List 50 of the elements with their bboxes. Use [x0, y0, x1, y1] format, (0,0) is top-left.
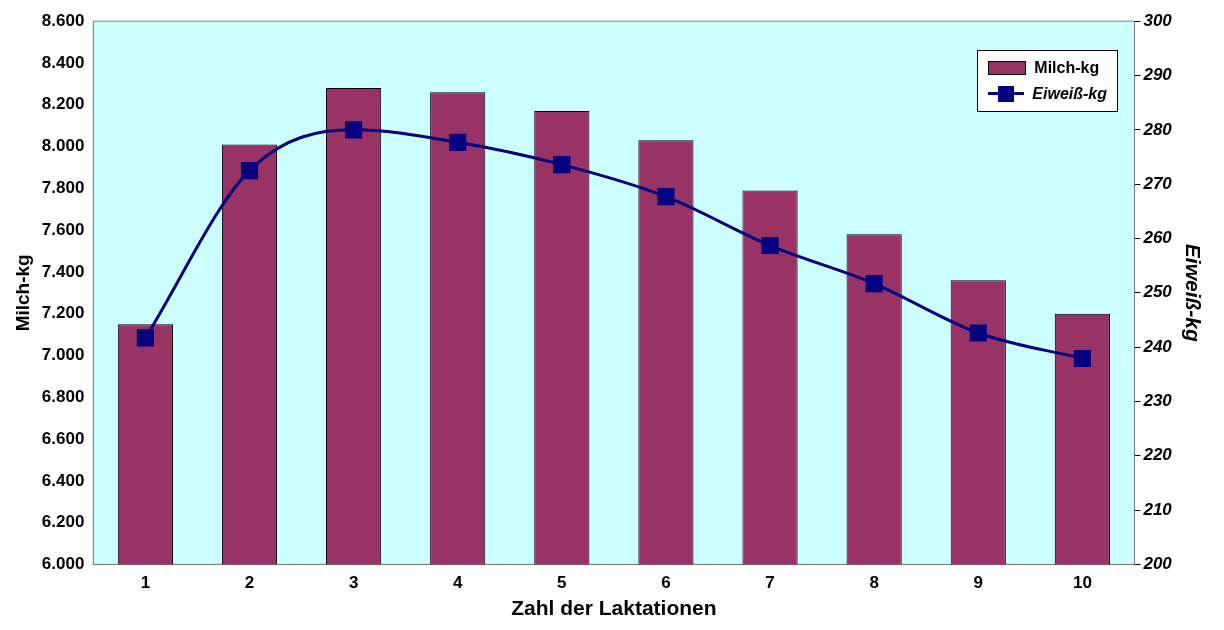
y-tick-label: 7.800	[41, 178, 85, 198]
y2-tick-label: 290	[1142, 65, 1173, 85]
y-tick-label: 8.000	[41, 136, 85, 156]
y2-tick-label: 210	[1142, 499, 1173, 519]
x-tick-label: 1	[140, 573, 151, 593]
point	[657, 188, 675, 206]
x-tick-label: 5	[557, 573, 567, 593]
y2-tick-label: 280	[1142, 119, 1173, 139]
point	[553, 156, 571, 174]
y-tick-label: 6.200	[41, 512, 85, 532]
point	[240, 162, 259, 180]
point	[969, 324, 987, 342]
y-tick-label: 7.400	[41, 261, 85, 281]
x-tick-label: 10	[1072, 573, 1092, 593]
y-tick-label: 6.600	[41, 428, 85, 448]
legend-label: Milch-kg	[1034, 59, 1100, 77]
x-tick-label: 6	[661, 573, 671, 593]
y-tick-label: 6.400	[41, 470, 85, 490]
point	[136, 329, 154, 347]
y2-tick-label: 250	[1142, 282, 1173, 302]
point	[345, 121, 363, 139]
y-tick-label: 6.000	[41, 554, 85, 574]
point	[449, 133, 467, 151]
x-tick-label: 2	[244, 573, 255, 593]
y2-tick-label: 230	[1142, 391, 1173, 411]
x-tick-label: 9	[973, 573, 984, 593]
legend-label: Eiweiß-kg	[1032, 85, 1107, 103]
y2-tick-label: 240	[1142, 336, 1173, 356]
point	[761, 236, 779, 255]
x-tick-label: 8	[869, 573, 879, 593]
y2-tick-label: 300	[1143, 10, 1173, 30]
y-tick-label: 6.800	[41, 386, 85, 406]
x-axis-title: Zahl der Laktationen	[511, 596, 717, 620]
y2-tick-label: 200	[1142, 554, 1173, 574]
y-axis-title: Milch-kg	[11, 254, 33, 332]
y-tick-label: 8.200	[41, 94, 85, 114]
y2-tick-label: 220	[1142, 445, 1173, 465]
y-tick-label: 7.000	[41, 345, 85, 365]
y2-tick-label: 270	[1142, 173, 1173, 193]
x-tick-label: 3	[348, 573, 359, 593]
y2-axis-title: Eiweiß-kg	[1181, 243, 1205, 342]
point	[1073, 349, 1091, 368]
y-tick-label: 7.200	[41, 303, 85, 323]
y-tick-label: 8.600	[41, 10, 85, 30]
y-tick-label: 7.600	[41, 219, 85, 239]
x-tick-label: 4	[452, 573, 463, 593]
point	[865, 275, 883, 293]
x-tick-label: 7	[765, 573, 775, 593]
y-tick-label: 8.400	[41, 52, 85, 72]
y2-tick-label: 260	[1142, 228, 1173, 248]
